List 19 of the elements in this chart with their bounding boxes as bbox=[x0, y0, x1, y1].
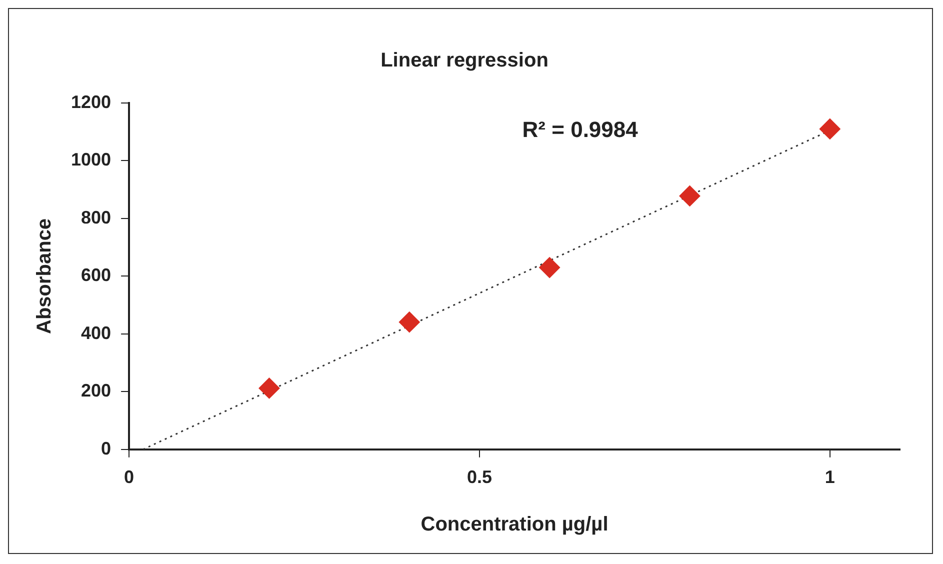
point bbox=[258, 378, 280, 399]
x-tick-label: 0 bbox=[124, 467, 134, 488]
point bbox=[819, 118, 840, 140]
y-tick-label: 400 bbox=[80, 322, 112, 343]
x-tick-label: 1 bbox=[824, 467, 835, 488]
chart-title: Linear regression bbox=[380, 50, 548, 72]
point bbox=[679, 185, 700, 206]
y-tick-label: 800 bbox=[80, 207, 112, 228]
y-tick-label: 1000 bbox=[70, 150, 112, 170]
annotation: R² = 0.9984 bbox=[522, 117, 639, 142]
x-tick-label: 0.5 bbox=[466, 467, 492, 488]
y-tick-label: 1200 bbox=[70, 92, 112, 112]
point bbox=[539, 257, 560, 278]
point bbox=[398, 312, 420, 333]
y-tick-label: 200 bbox=[80, 380, 112, 401]
y-tick-label: 0 bbox=[101, 438, 112, 458]
y-tick-label: 600 bbox=[80, 265, 112, 286]
x-axis-title: Concentration µg/µl bbox=[420, 514, 608, 536]
y-axis-title: Absorbance bbox=[34, 218, 56, 334]
